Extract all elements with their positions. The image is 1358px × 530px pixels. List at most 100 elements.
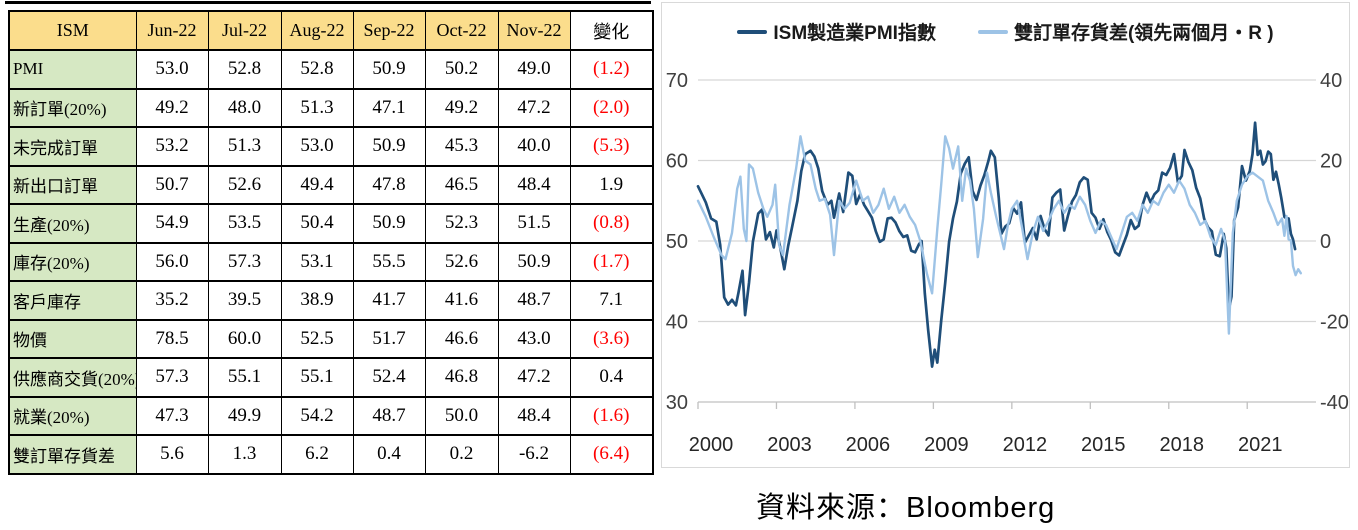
value-cell: 51.5	[497, 203, 571, 243]
legend-item: 雙訂單存貨差(領先兩個月‧R )	[977, 18, 1274, 45]
x-axis-tick-label: 2006	[846, 434, 891, 456]
left-axis-tick-label: 50	[666, 231, 688, 253]
value-cell: 54.9	[135, 203, 209, 243]
x-axis-tick-label: 2021	[1238, 434, 1283, 456]
header-row: ISM Jun-22 Jul-22 Aug-22 Sep-22 Oct-22 Nov-22 變…	[8, 10, 654, 51]
change-cell: (0.8)	[569, 203, 654, 243]
month-header: Jul-22	[207, 10, 282, 51]
value-cell: 52.4	[352, 357, 426, 397]
value-cell: 52.8	[207, 49, 282, 89]
value-cell: 35.2	[135, 280, 209, 320]
ism-table: ISM Jun-22 Jul-22 Aug-22 Sep-22 Oct-22 Nov-22 變…	[8, 10, 654, 475]
value-cell: 0.4	[352, 434, 426, 474]
value-cell: 49.9	[207, 396, 282, 436]
x-axis-tick-label: 2015	[1081, 434, 1126, 456]
change-cell: 7.1	[569, 280, 654, 320]
table-row: 雙訂單存貨差 5.6 1.3 6.2 0.4 0.2 -6.2 (6.4)	[8, 434, 654, 474]
value-cell: 50.2	[424, 49, 499, 89]
value-cell: 39.5	[207, 280, 282, 320]
table-row: 供應商交貨(20%) 57.3 55.1 55.1 52.4 46.8 47.2 0.4	[8, 357, 654, 397]
legend-marker-gap	[977, 29, 1008, 34]
legend-marker-pmi	[737, 29, 768, 34]
pmi-series-line	[696, 121, 1297, 368]
value-cell: 55.5	[352, 242, 426, 282]
top-divider	[5, 1, 651, 4]
right-axis-tick-label: -20	[1320, 312, 1349, 334]
table-row: 客戶庫存 35.2 39.5 38.9 41.7 41.6 48.7 7.1	[8, 280, 654, 320]
x-axis-tick-label: 2012	[1003, 434, 1048, 456]
row-label: 客戶庫存	[8, 280, 137, 320]
value-cell: 60.0	[207, 319, 282, 359]
legend-label: 雙訂單存貨差(領先兩個月‧R )	[1013, 23, 1274, 44]
ism-table-body: PMI 53.0 52.8 52.8 50.9 50.2 49.0 (1.2) 新訂單(20%)…	[8, 49, 654, 474]
value-cell: 52.6	[424, 242, 499, 282]
month-header: Oct-22	[424, 10, 499, 51]
month-header: Jun-22	[135, 10, 209, 51]
month-header: Nov-22	[497, 10, 571, 51]
value-cell: 51.3	[280, 88, 354, 128]
row-label: PMI	[8, 49, 137, 89]
value-cell: 6.2	[280, 434, 354, 474]
table-row: 未完成訂單 53.2 51.3 53.0 50.9 45.3 40.0 (5.3)	[8, 126, 654, 166]
left-axis-tick-label: 70	[666, 70, 688, 92]
value-cell: 47.8	[352, 165, 426, 205]
value-cell: 55.1	[280, 357, 354, 397]
row-label: 未完成訂單	[8, 126, 137, 166]
value-cell: 40.0	[497, 126, 571, 166]
table-row: PMI 53.0 52.8 52.8 50.9 50.2 49.0 (1.2)	[8, 49, 654, 89]
row-label: 物價	[8, 319, 137, 359]
table-row: 就業(20%) 47.3 49.9 54.2 48.7 50.0 48.4 (1.6)	[8, 396, 654, 436]
change-cell: (5.3)	[569, 126, 654, 166]
value-cell: 49.0	[497, 49, 571, 89]
x-axis-tick-label: 2003	[767, 434, 812, 456]
change-cell: (1.7)	[569, 242, 654, 282]
value-cell: 41.6	[424, 280, 499, 320]
corner-header-ism: ISM	[8, 10, 137, 51]
chart-legend: ISM製造業PMI指數 雙訂單存貨差(領先兩個月‧R )	[662, 18, 1349, 45]
value-cell: 78.5	[135, 319, 209, 359]
month-header: Aug-22	[280, 10, 354, 51]
value-cell: 53.5	[207, 203, 282, 243]
pmi-line-chart: 70 40 60 20 50 0 40 -20 30 -40 2000 2003 2006 2009 201…	[666, 70, 1349, 456]
value-cell: 47.3	[135, 396, 209, 436]
value-cell: 50.0	[424, 396, 499, 436]
value-cell: 1.3	[207, 434, 282, 474]
order-inventory-gap-series-line	[696, 135, 1302, 335]
value-cell: 53.0	[135, 49, 209, 89]
value-cell: 0.2	[424, 434, 499, 474]
value-cell: 48.7	[352, 396, 426, 436]
value-cell: 49.2	[135, 88, 209, 128]
value-cell: 50.9	[352, 126, 426, 166]
row-label: 就業(20%)	[8, 396, 137, 436]
table-row: 生產(20%) 54.9 53.5 50.4 50.9 52.3 51.5 (0.8)	[8, 203, 654, 243]
value-cell: 47.2	[497, 357, 571, 397]
value-cell: 53.0	[280, 126, 354, 166]
table-row: 新訂單(20%) 49.2 48.0 51.3 47.1 49.2 47.2 (2.0)	[8, 88, 654, 128]
value-cell: 52.6	[207, 165, 282, 205]
legend-item: ISM製造業PMI指數	[737, 18, 936, 45]
value-cell: 43.0	[497, 319, 571, 359]
value-cell: 45.3	[424, 126, 499, 166]
value-cell: 38.9	[280, 280, 354, 320]
value-cell: 53.2	[135, 126, 209, 166]
row-label: 庫存(20%)	[8, 242, 137, 282]
table-row: 物價 78.5 60.0 52.5 51.7 46.6 43.0 (3.6)	[8, 319, 654, 359]
value-cell: 57.3	[207, 242, 282, 282]
left-axis-tick-label: 40	[666, 312, 688, 334]
right-axis-tick-label: 40	[1320, 70, 1342, 92]
value-cell: 47.1	[352, 88, 426, 128]
ism-table-header: ISM Jun-22 Jul-22 Aug-22 Sep-22 Oct-22 Nov-22 變…	[8, 10, 654, 51]
value-cell: 51.7	[352, 319, 426, 359]
value-cell: 50.7	[135, 165, 209, 205]
left-axis-tick-label: 60	[666, 151, 688, 173]
value-cell: 49.4	[280, 165, 354, 205]
change-cell: 0.4	[569, 357, 654, 397]
left-axis-tick-label: 30	[666, 392, 688, 414]
change-header: 變化	[569, 10, 654, 51]
row-label: 生產(20%)	[8, 203, 137, 243]
value-cell: 46.8	[424, 357, 499, 397]
value-cell: 41.7	[352, 280, 426, 320]
value-cell: 46.6	[424, 319, 499, 359]
row-label: 雙訂單存貨差	[8, 434, 137, 474]
value-cell: 48.7	[497, 280, 571, 320]
